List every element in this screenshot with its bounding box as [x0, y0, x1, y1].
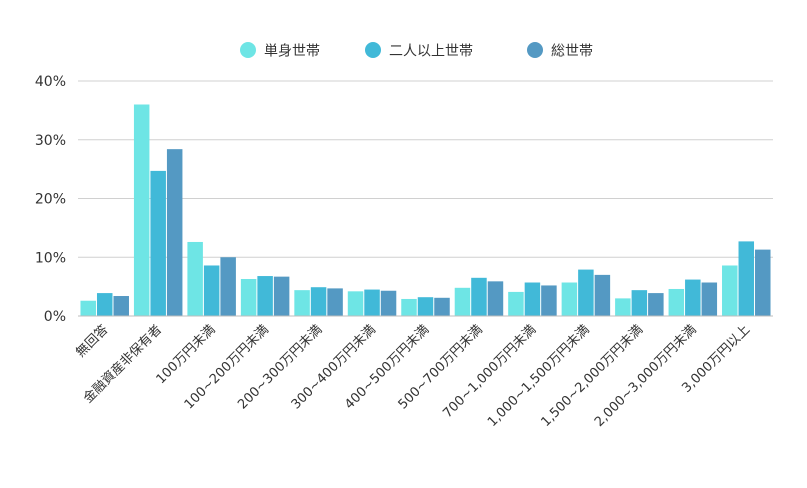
grid-lines [78, 80, 773, 258]
bar-1-2 [133, 104, 150, 316]
bar-2-7 [417, 297, 434, 316]
x-tick-label: 1,500~2,000万円未満 [538, 322, 646, 430]
legend-label-3: 総世帯 [551, 44, 593, 60]
x-tick-label: 2,000~3,000万円未満 [592, 322, 700, 430]
legend-label-2: 二人以上世帯 [389, 44, 473, 60]
bar-1-11 [615, 298, 631, 317]
bar-1-10 [561, 282, 578, 316]
y-axis-ticks: 0% 10% 20% 30% 40% [35, 74, 66, 325]
bar-1-9 [508, 291, 524, 316]
bars [80, 104, 771, 317]
bar-2-13 [738, 241, 755, 316]
legend-marker-3 [527, 42, 543, 58]
legend: 単身世帯 二人以上世帯 総世帯 [240, 42, 593, 60]
bar-2-1 [96, 293, 113, 316]
bar-2-5 [310, 287, 327, 316]
bar-3-10 [594, 274, 611, 317]
bar-2-12 [685, 279, 701, 316]
bar-3-6 [380, 290, 397, 316]
y-tick-label: 10% [35, 250, 66, 266]
bar-2-8 [471, 277, 487, 316]
x-tick-label: 1,000~1,500万円未満 [485, 322, 593, 430]
bar-3-7 [434, 297, 450, 316]
legend-marker-2 [365, 42, 381, 58]
bar-1-3 [187, 241, 203, 316]
bar-3-5 [327, 288, 343, 316]
bar-2-11 [631, 290, 648, 316]
y-tick-label: 40% [35, 74, 66, 90]
bar-3-4 [273, 276, 290, 316]
y-tick-label: 20% [35, 192, 66, 208]
bar-2-10 [578, 269, 594, 316]
bar-3-8 [487, 281, 504, 316]
legend-label-1: 単身世帯 [264, 44, 320, 60]
bar-1-1 [80, 300, 96, 316]
bar-3-1 [113, 296, 129, 316]
bar-1-6 [347, 291, 364, 316]
bar-3-11 [648, 293, 664, 316]
bar-3-12 [701, 282, 718, 316]
bar-2-9 [524, 282, 541, 316]
bar-2-3 [203, 265, 220, 316]
bar-1-4 [240, 278, 257, 316]
bar-1-8 [454, 287, 471, 316]
bar-1-5 [294, 290, 310, 316]
legend-marker-1 [240, 42, 256, 58]
y-tick-label: 30% [35, 133, 66, 149]
bar-3-2 [166, 149, 183, 316]
bar-3-13 [755, 249, 771, 316]
bar-3-9 [541, 285, 557, 316]
bar-2-2 [150, 170, 166, 316]
x-axis-labels: 無回答金融資産非保有者100万円未満100~200万円未満200~300万円未満… [73, 322, 753, 430]
bar-1-7 [401, 298, 417, 316]
bar-3-3 [220, 257, 236, 316]
bar-2-6 [364, 289, 380, 316]
x-tick-label: 700~1,000万円未満 [440, 322, 539, 421]
x-tick-label: 無回答 [73, 322, 112, 361]
bar-1-13 [722, 265, 738, 316]
y-tick-label: 0% [44, 309, 66, 325]
bar-1-12 [668, 288, 685, 316]
bar-2-4 [257, 276, 273, 316]
